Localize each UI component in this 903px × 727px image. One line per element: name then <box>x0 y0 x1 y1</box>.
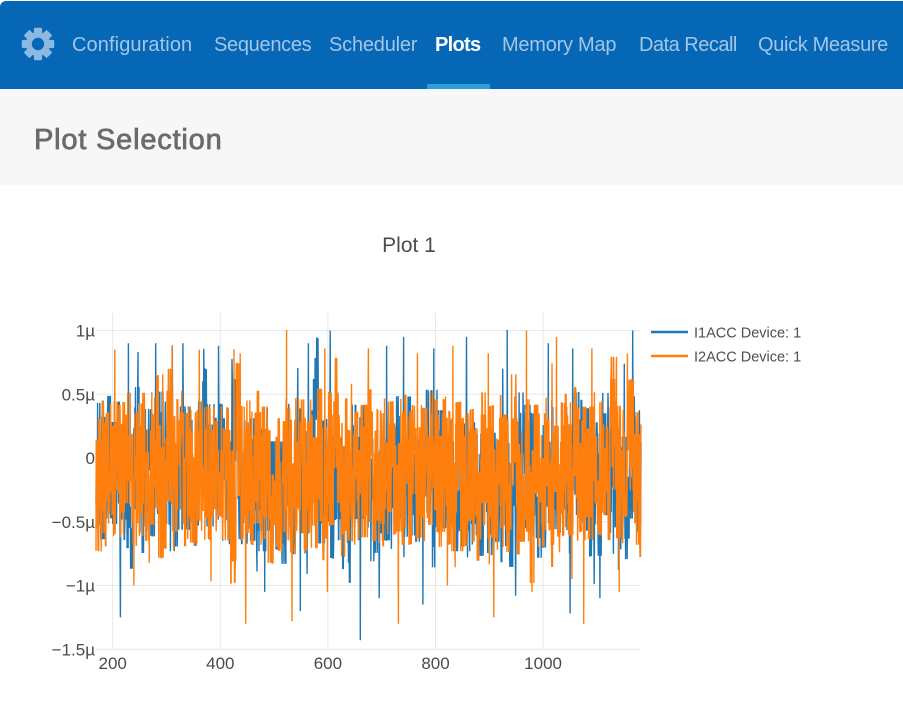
svg-text:600: 600 <box>314 654 342 673</box>
svg-text:1000: 1000 <box>524 654 562 673</box>
svg-text:Plot 1: Plot 1 <box>382 234 436 257</box>
svg-text:800: 800 <box>421 654 449 673</box>
svg-text:−1.5µ: −1.5µ <box>52 640 96 659</box>
svg-text:0: 0 <box>86 449 95 468</box>
svg-text:−0.5µ: −0.5µ <box>52 513 96 532</box>
svg-text:0.5µ: 0.5µ <box>62 385 96 404</box>
svg-text:−1µ: −1µ <box>66 577 95 596</box>
svg-text:400: 400 <box>206 654 234 673</box>
svg-text:I1ACC Device: 1: I1ACC Device: 1 <box>694 326 801 342</box>
svg-text:200: 200 <box>99 654 127 673</box>
svg-text:I2ACC Device: 1: I2ACC Device: 1 <box>694 350 801 366</box>
svg-text:1µ: 1µ <box>76 322 95 341</box>
